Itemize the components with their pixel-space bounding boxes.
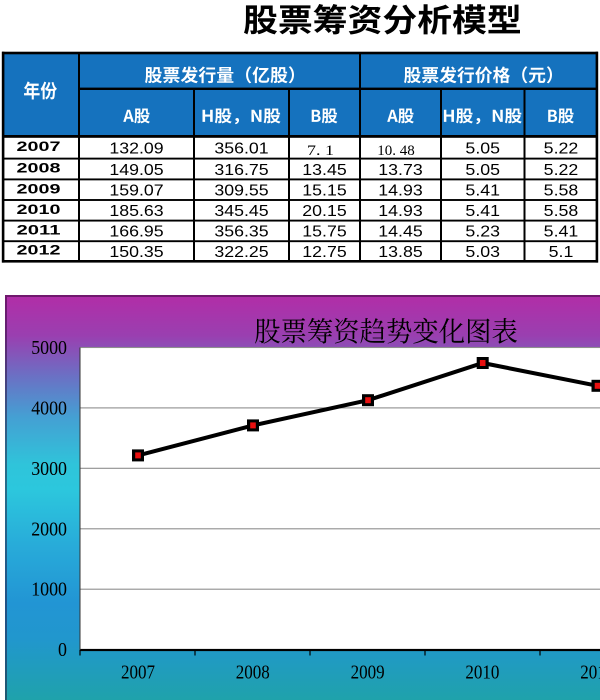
svg-text:0: 0: [58, 640, 67, 661]
svg-text:5.58: 5.58: [544, 203, 579, 220]
svg-text:5.41: 5.41: [544, 224, 579, 241]
svg-text:150.35: 150.35: [109, 244, 163, 261]
svg-text:13.45: 13.45: [302, 162, 347, 179]
svg-text:2008: 2008: [236, 662, 270, 684]
svg-text:5.03: 5.03: [465, 244, 500, 261]
svg-text:5.22: 5.22: [544, 162, 579, 179]
svg-text:5.05: 5.05: [465, 140, 500, 157]
svg-text:2007: 2007: [121, 662, 155, 684]
svg-text:2011: 2011: [17, 221, 61, 237]
svg-text:5.05: 5.05: [465, 162, 500, 179]
svg-text:14.45: 14.45: [378, 224, 423, 241]
svg-text:14.93: 14.93: [378, 183, 423, 200]
svg-text:132.09: 132.09: [109, 140, 163, 157]
svg-text:14.93: 14.93: [378, 203, 423, 220]
svg-text:185.63: 185.63: [109, 203, 163, 220]
svg-text:5000: 5000: [31, 338, 67, 359]
svg-text:2007: 2007: [17, 138, 61, 154]
svg-text:13.73: 13.73: [378, 162, 423, 179]
svg-text:10. 48: 10. 48: [377, 143, 415, 159]
svg-text:2009: 2009: [17, 180, 61, 196]
svg-text:356.01: 356.01: [214, 140, 268, 157]
svg-text:5.41: 5.41: [465, 183, 500, 200]
svg-text:322.25: 322.25: [214, 244, 268, 261]
svg-text:7. 1: 7. 1: [307, 143, 334, 159]
svg-text:5.58: 5.58: [544, 183, 579, 200]
svg-text:5.23: 5.23: [465, 224, 500, 241]
svg-text:2000: 2000: [31, 519, 67, 540]
svg-text:15.75: 15.75: [302, 224, 347, 241]
svg-text:20.15: 20.15: [302, 203, 347, 220]
svg-text:2012: 2012: [17, 242, 61, 258]
svg-text:1000: 1000: [31, 580, 67, 601]
svg-text:159.07: 159.07: [109, 183, 163, 200]
svg-text:5.1: 5.1: [549, 244, 574, 261]
svg-text:15.15: 15.15: [302, 183, 347, 200]
svg-text:309.55: 309.55: [214, 183, 268, 200]
svg-text:2008: 2008: [17, 160, 61, 176]
svg-text:3000: 3000: [31, 459, 67, 480]
svg-text:356.35: 356.35: [214, 224, 268, 241]
svg-text:2009: 2009: [351, 662, 385, 684]
svg-text:2010: 2010: [465, 662, 499, 684]
svg-text:2012: 2012: [580, 662, 600, 684]
svg-text:4000: 4000: [31, 398, 67, 419]
svg-text:5.22: 5.22: [544, 140, 579, 157]
svg-text:2010: 2010: [17, 201, 61, 217]
svg-text:149.05: 149.05: [109, 162, 163, 179]
svg-text:316.75: 316.75: [214, 162, 268, 179]
svg-text:12.75: 12.75: [302, 244, 347, 261]
svg-text:166.95: 166.95: [109, 224, 163, 241]
svg-text:345.45: 345.45: [214, 203, 268, 220]
svg-text:5.41: 5.41: [465, 203, 500, 220]
svg-text:13.85: 13.85: [378, 244, 423, 261]
